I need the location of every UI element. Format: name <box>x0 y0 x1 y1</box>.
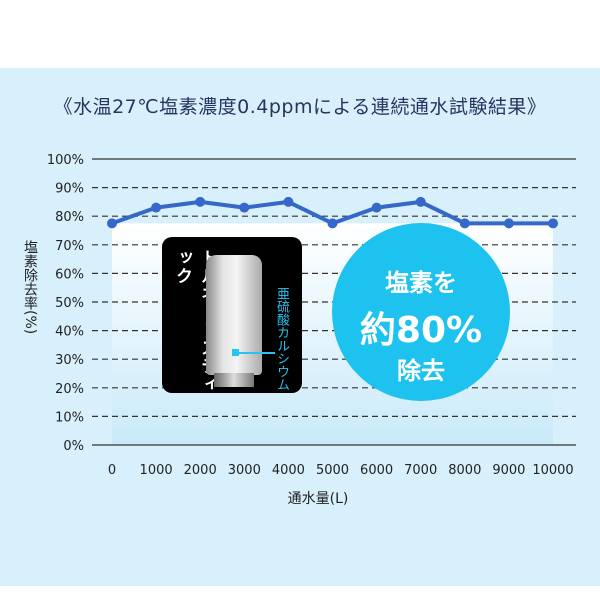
data-point <box>548 218 558 229</box>
y-tick-label: 80% <box>55 210 84 225</box>
y-tick-label: 50% <box>55 296 84 311</box>
data-point <box>327 218 338 229</box>
data-point <box>195 196 206 207</box>
data-point <box>283 196 294 207</box>
data-point <box>151 202 162 213</box>
callout-line <box>238 352 275 354</box>
y-axis-label: 塩素除去率(%) <box>22 240 38 335</box>
data-point <box>239 202 250 213</box>
x-tick-label: 9000 <box>492 463 525 478</box>
badge-line-1: 塩素を <box>385 269 457 297</box>
x-tick-label: 2000 <box>184 463 217 478</box>
y-tick-label: 10% <box>55 410 84 425</box>
y-tick-label: 100% <box>47 153 84 168</box>
ingredient-note: 亜硫酸カルシウム <box>274 287 289 391</box>
chlorine-removal-badge: 塩素を 約80% 除去 <box>332 223 510 401</box>
data-point <box>459 218 470 229</box>
y-tick-label: 70% <box>55 239 84 254</box>
callout-dot <box>232 349 239 356</box>
data-point <box>371 202 382 213</box>
chart-title: 《水温27℃塩素濃度0.4ppmによる連続通水試験結果》 <box>53 96 547 118</box>
x-tick-label: 10000 <box>532 463 573 478</box>
filter-stick-cap-image <box>214 373 254 387</box>
y-tick-label: 20% <box>55 382 84 397</box>
x-tick-label: 1000 <box>140 463 173 478</box>
y-tick-label: 30% <box>55 353 84 368</box>
badge-line-3: 除去 <box>397 357 445 385</box>
data-point <box>415 196 426 207</box>
y-tick-label: 0% <box>63 439 84 454</box>
x-axis-label: 通水量(L) <box>287 491 349 507</box>
x-tick-label: 7000 <box>404 463 437 478</box>
x-tick-label: 6000 <box>360 463 393 478</box>
y-tick-label: 40% <box>55 325 84 340</box>
x-tick-label: 0 <box>108 463 116 478</box>
badge-line-2: 約80% <box>359 310 483 351</box>
product-photo-inset: トルネードスティック 亜硫酸カルシウム <box>162 237 302 393</box>
y-tick-label: 60% <box>55 267 84 282</box>
x-tick-label: 5000 <box>316 463 349 478</box>
y-tick-label: 90% <box>55 182 84 197</box>
filter-stick-image <box>206 255 262 375</box>
x-tick-label: 4000 <box>272 463 305 478</box>
x-tick-label: 3000 <box>228 463 261 478</box>
data-point <box>107 218 117 229</box>
data-point <box>503 218 514 229</box>
x-tick-label: 8000 <box>448 463 481 478</box>
